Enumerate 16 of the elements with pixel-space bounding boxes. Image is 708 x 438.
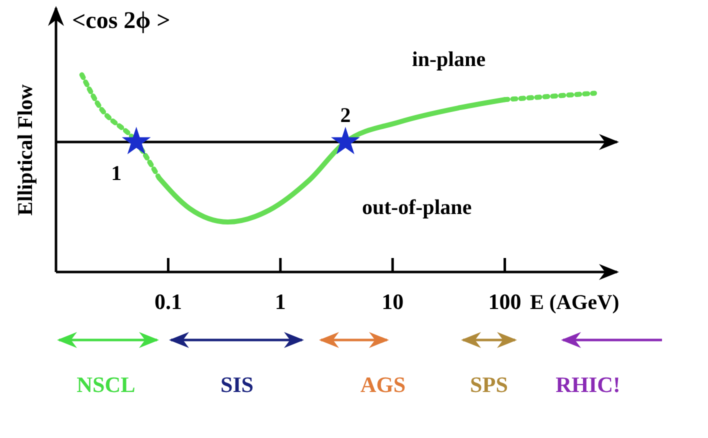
annotation: 2 bbox=[340, 103, 351, 127]
text: <cos 2ϕ > bbox=[72, 8, 170, 34]
annotation: out-of-plane bbox=[362, 195, 472, 219]
x-tick-label: 1 bbox=[274, 289, 286, 314]
text: in-plane bbox=[412, 47, 486, 71]
text: NSCL bbox=[76, 372, 136, 397]
x-axis-title: E (AGeV) bbox=[530, 290, 620, 314]
text: RHIC! bbox=[556, 372, 620, 397]
y-axis-title: Elliptical Flow bbox=[13, 84, 37, 216]
annotation: 1 bbox=[111, 161, 122, 185]
text: AGS bbox=[360, 372, 406, 397]
text: SIS bbox=[220, 372, 254, 397]
text: SPS bbox=[470, 372, 508, 397]
x-tick-label: 0.1 bbox=[154, 289, 182, 314]
x-tick-label: 10 bbox=[382, 289, 404, 314]
x-tick-label: 100 bbox=[488, 289, 522, 314]
